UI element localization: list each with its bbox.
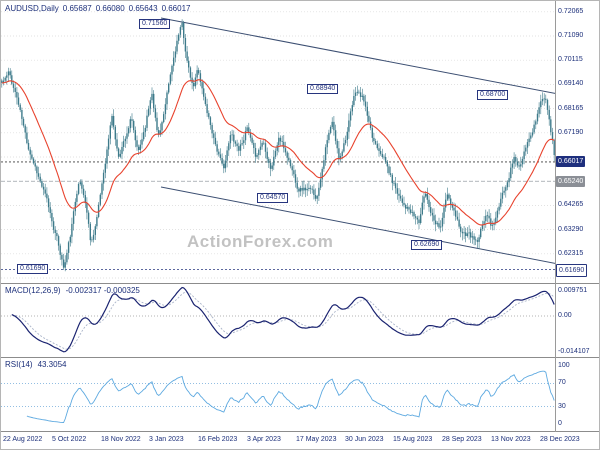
channel-lower-line [160, 186, 555, 264]
macd-label: MACD(12,26,9) -0.002317 -0.000325 [5, 286, 145, 295]
price-axis-tick: 0.69140 [558, 80, 584, 87]
date-axis: 22 Aug 2022 5 Oct 2022 18 Nov 2022 3 Jan 20… [1, 432, 599, 449]
date-axis-label: 3 Jan 2023 [149, 436, 184, 443]
date-axis-label: 15 Aug 2023 [393, 436, 433, 443]
price-level-annotation: 0.61690 [17, 264, 49, 274]
price-axis-tick: 0.68165 [558, 105, 584, 112]
price-level-annotation: 0.68700 [477, 90, 509, 100]
date-axis-label: 28 Sep 2023 [442, 436, 482, 443]
macd-panel: MACD(12,26,9) -0.002317 -0.000325 0.00975… [1, 284, 599, 358]
price-axis-tick: 0.67190 [558, 129, 584, 136]
date-axis-label: 13 Nov 2023 [491, 436, 531, 443]
macd-values: -0.002317 -0.000325 [65, 286, 140, 295]
price-level-annotation: 0.68940 [307, 84, 339, 94]
price-level-annotation: 0.71560 [139, 19, 171, 29]
date-axis-label: 3 Apr 2023 [247, 436, 281, 443]
rsi-axis-tick: 70 [558, 379, 566, 386]
ohlc-readout: AUDUSD,Daily 0.65687 0.66080 0.65643 0.66017 [5, 4, 194, 13]
price-axis-tick: 0.72065 [558, 8, 584, 15]
support-level-box: 0.61690 [556, 264, 588, 277]
date-axis-label: 30 Jun 2023 [345, 436, 384, 443]
date-axis-label: 16 Feb 2023 [198, 436, 238, 443]
watermark: ActionForex.com [187, 232, 334, 251]
macd-signal-line [11, 291, 555, 350]
macd-axis-tick: 0.009751 [558, 287, 588, 294]
date-axis-label: 5 Oct 2022 [52, 436, 87, 443]
rsi-value: 43.3054 [37, 360, 67, 369]
open-value: 0.65687 [62, 4, 92, 13]
price-axis-tick: 0.71090 [558, 32, 584, 39]
price-axis-tick: 0.63290 [558, 226, 584, 233]
current-price-box: 0.66017 [556, 156, 586, 167]
rsi-axis-tick: 30 [558, 403, 566, 410]
date-axis-label: 22 Aug 2022 [3, 436, 43, 443]
close-value: 0.66017 [161, 4, 191, 13]
rsi-name: RSI(14) [5, 360, 33, 369]
price-level-annotation: 0.64570 [257, 193, 289, 203]
price-axis-tick: 0.64265 [558, 201, 584, 208]
rsi-axis-tick: 0 [558, 420, 562, 427]
macd-axis-tick: -0.014107 [558, 348, 590, 355]
candle-bodies [1, 22, 555, 268]
rsi-axis-tick: 100 [558, 362, 570, 369]
secondary-level-box: 0.65240 [556, 176, 586, 187]
price-axis-tick: 0.70115 [558, 56, 583, 63]
moving-average-line [1, 79, 555, 226]
low-value: 0.65643 [128, 4, 158, 13]
date-axis-label: 18 Nov 2022 [101, 436, 141, 443]
macd-canvas[interactable] [1, 284, 555, 358]
channel-upper-line [160, 17, 555, 94]
rsi-panel: RSI(14) 43.3054 100 70 30 0 [1, 358, 599, 432]
date-axis-label: 17 May 2023 [296, 436, 337, 443]
price-axis-tick: 0.62315 [558, 250, 584, 257]
price-panel: AUDUSD,Daily 0.65687 0.66080 0.65643 0.66017… [1, 1, 599, 284]
price-level-annotation: 0.62690 [411, 240, 443, 250]
macd-axis-tick: 0.00 [558, 312, 572, 319]
rsi-label: RSI(14) 43.3054 [5, 360, 71, 369]
macd-name: MACD(12,26,9) [5, 286, 61, 295]
axis-separator [555, 1, 556, 432]
high-value: 0.66080 [95, 4, 125, 13]
rsi-line [26, 370, 555, 423]
rsi-canvas[interactable] [1, 358, 555, 432]
macd-line [11, 286, 555, 353]
symbol-timeframe: AUDUSD,Daily [5, 4, 59, 13]
date-axis-label: 28 Dec 2023 [540, 436, 580, 443]
price-chart-canvas[interactable] [1, 1, 555, 284]
